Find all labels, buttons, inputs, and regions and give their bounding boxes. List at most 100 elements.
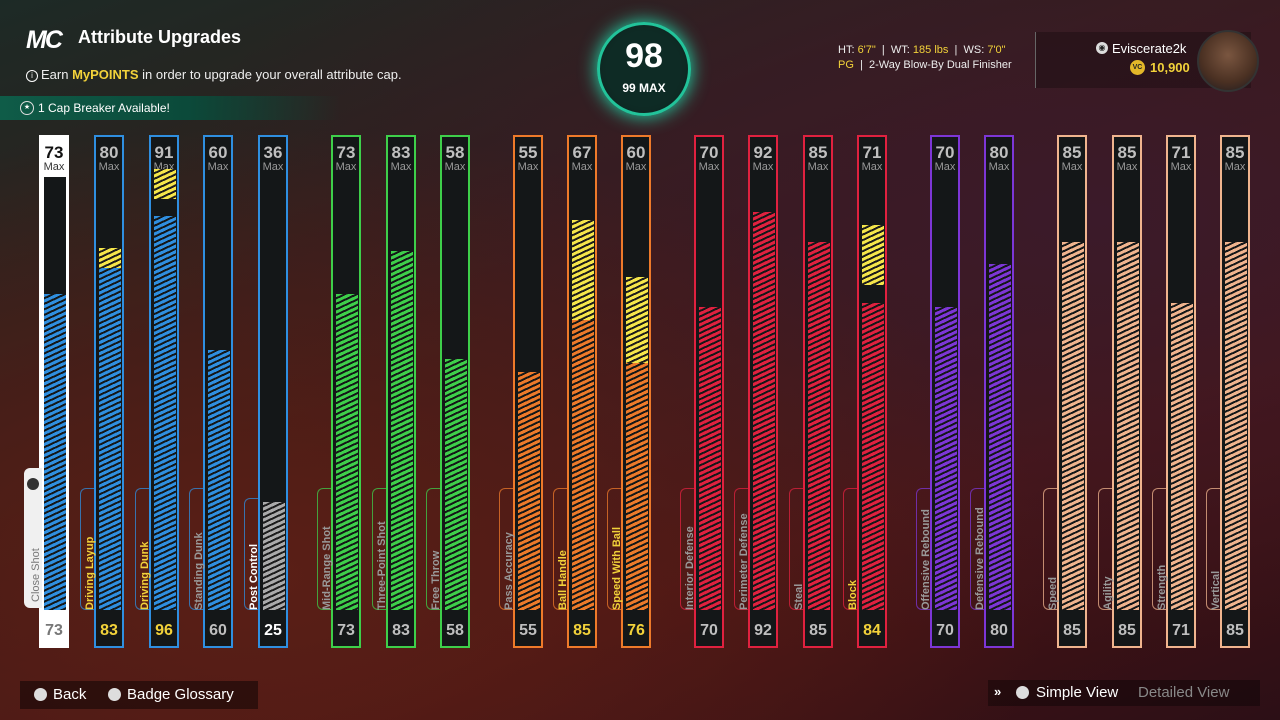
attribute-max-value: 71	[862, 143, 882, 162]
label-tab	[426, 488, 441, 610]
max-label: Max	[1170, 161, 1192, 173]
attribute-column-post-control[interactable]: 36 Max 25 Post Control	[244, 135, 288, 648]
attribute-column-free-throw[interactable]: 58 Max 58 Free Throw	[426, 135, 470, 648]
attribute-label: Interior Defense	[678, 470, 698, 610]
attribute-column-defensive-rebound[interactable]: 80 Max 80 Defensive Rebound	[970, 135, 1014, 648]
attribute-label: Defensive Rebound	[968, 470, 988, 610]
max-label: Max	[698, 161, 720, 173]
attribute-bar-fill	[99, 263, 121, 610]
attribute-bar-fill	[862, 302, 884, 610]
attribute-max-value: 80	[989, 143, 1009, 162]
attribute-column-pass-accuracy[interactable]: 55 Max 55 Pass Accuracy	[499, 135, 543, 648]
attribute-max-value: 80	[99, 143, 119, 162]
max-label: Max	[517, 161, 539, 173]
attribute-max-value: 67	[572, 143, 592, 162]
lock-icon	[27, 478, 39, 490]
attribute-current-value: 83	[392, 622, 410, 639]
attribute-label: Ball Handle	[551, 470, 571, 610]
attribute-bar-fill	[445, 358, 467, 610]
attribute-column-speed-with-ball[interactable]: 60 Max 76 Speed With Ball	[607, 135, 651, 648]
attribute-bar-fill	[154, 215, 176, 610]
attribute-current-value: 70	[700, 622, 718, 639]
overall-rating-badge: 98 99 MAX	[597, 22, 691, 116]
weight: 185 lbs	[912, 44, 949, 56]
attribute-name: Driving Layup	[84, 536, 96, 610]
attribute-bar-fill	[208, 350, 230, 610]
attribute-column-standing-dunk[interactable]: 60 Max 60 Standing Dunk	[189, 135, 233, 648]
attribute-column-vertical[interactable]: 85 Max 85 Vertical	[1206, 135, 1250, 648]
attribute-current-value: 85	[1063, 622, 1081, 639]
attribute-label: Vertical	[1204, 470, 1224, 610]
max-label: Max	[98, 161, 120, 173]
attribute-label: Block	[841, 470, 861, 610]
attribute-bar-fill	[44, 293, 66, 610]
page-title: Attribute Upgrades	[78, 27, 242, 47]
circle-button-icon	[34, 688, 47, 701]
attribute-column-steal[interactable]: 85 Max 85 Steal	[789, 135, 833, 648]
attribute-max-value: 92	[753, 143, 773, 162]
attribute-column-perimeter-defense[interactable]: 92 Max 92 Perimeter Defense	[734, 135, 778, 648]
cap-breaker-banner: ★ 1 Cap Breaker Available!	[0, 96, 340, 120]
detailed-view-option[interactable]: Detailed View	[1138, 684, 1230, 701]
attribute-label: Free Throw	[424, 470, 444, 610]
bio-build: PG | 2-Way Blow-By Dual Finisher	[838, 59, 1012, 71]
attribute-current-value: 76	[627, 622, 645, 639]
attribute-column-agility[interactable]: 85 Max 85 Agility	[1098, 135, 1142, 648]
subtitle-text: Earn	[41, 67, 73, 82]
attribute-column-close-shot[interactable]: 73 Max 73	[39, 135, 69, 648]
label-tab	[734, 488, 749, 610]
vc-balance: 10,900	[1150, 60, 1190, 75]
attribute-column-driving-dunk[interactable]: 91 Max 96 Driving Dunk	[135, 135, 179, 648]
attribute-column-speed[interactable]: 85 Max 85 Speed	[1043, 135, 1087, 648]
back-button[interactable]: Back	[34, 686, 86, 703]
max-label: Max	[390, 161, 412, 173]
attribute-max-value: 55	[518, 143, 538, 162]
attribute-column-block[interactable]: 71 Max 84 Block	[843, 135, 887, 648]
max-label: Max	[1116, 161, 1138, 173]
attribute-current-value: 85	[1118, 622, 1136, 639]
attribute-column-interior-defense[interactable]: 70 Max 70 Interior Defense	[680, 135, 724, 648]
badge-glossary-button[interactable]: Badge Glossary	[108, 686, 234, 703]
attribute-column-ball-handle[interactable]: 67 Max 85 Ball Handle	[553, 135, 597, 648]
attribute-bar-fill	[989, 263, 1011, 610]
attribute-name: Close Shot	[30, 548, 42, 602]
player-avatar	[1197, 30, 1259, 92]
attribute-name: Offensive Rebound	[920, 509, 932, 610]
playstation-icon: ◉	[1096, 42, 1108, 54]
attribute-max-value: 71	[1171, 143, 1191, 162]
attribute-bar-fill	[263, 501, 285, 610]
subtitle: i Earn MyPOINTS in order to upgrade your …	[26, 67, 402, 82]
max-label: Max	[571, 161, 593, 173]
attribute-current-value: 80	[990, 622, 1008, 639]
attribute-bar-fill	[572, 319, 594, 610]
cap-breaker-icon: ★	[20, 101, 34, 115]
attribute-max-value: 60	[626, 143, 646, 162]
max-label: Max	[43, 161, 65, 173]
max-label: Max	[752, 161, 774, 173]
max-label: Max	[988, 161, 1010, 173]
max-label: Max	[934, 161, 956, 173]
attribute-max-value: 83	[391, 143, 411, 162]
attribute-current-value: 96	[155, 622, 173, 639]
attribute-name: Free Throw	[430, 550, 442, 610]
label-tab	[80, 488, 95, 610]
attribute-current-value: 83	[100, 622, 118, 639]
attribute-bar-fill	[518, 371, 540, 610]
attribute-name: Block	[847, 580, 859, 610]
label-tab	[372, 488, 387, 610]
label-tab	[1206, 488, 1221, 610]
attribute-label: Strength	[1150, 470, 1170, 610]
attribute-column-three-point-shot[interactable]: 83 Max 83 Three-Point Shot	[372, 135, 416, 648]
attribute-column-strength[interactable]: 71 Max 71 Strength	[1152, 135, 1196, 648]
attribute-current-value: 25	[264, 622, 282, 639]
upgrade-preview-segment	[862, 224, 884, 286]
mypoints-highlight: MyPOINTS	[72, 67, 139, 82]
simple-view-option[interactable]: Simple View	[1036, 684, 1119, 701]
attribute-column-offensive-rebound[interactable]: 70 Max 70 Offensive Rebound	[916, 135, 960, 648]
max-label: Max	[335, 161, 357, 173]
attribute-column-driving-layup[interactable]: 80 Max 83 Driving Layup	[80, 135, 124, 648]
label-tab	[843, 488, 858, 610]
attribute-max-value: 85	[808, 143, 828, 162]
attribute-column-mid-range-shot[interactable]: 73 Max 73 Mid-Range Shot	[317, 135, 361, 648]
chevron-right-icon: »	[994, 684, 1002, 699]
